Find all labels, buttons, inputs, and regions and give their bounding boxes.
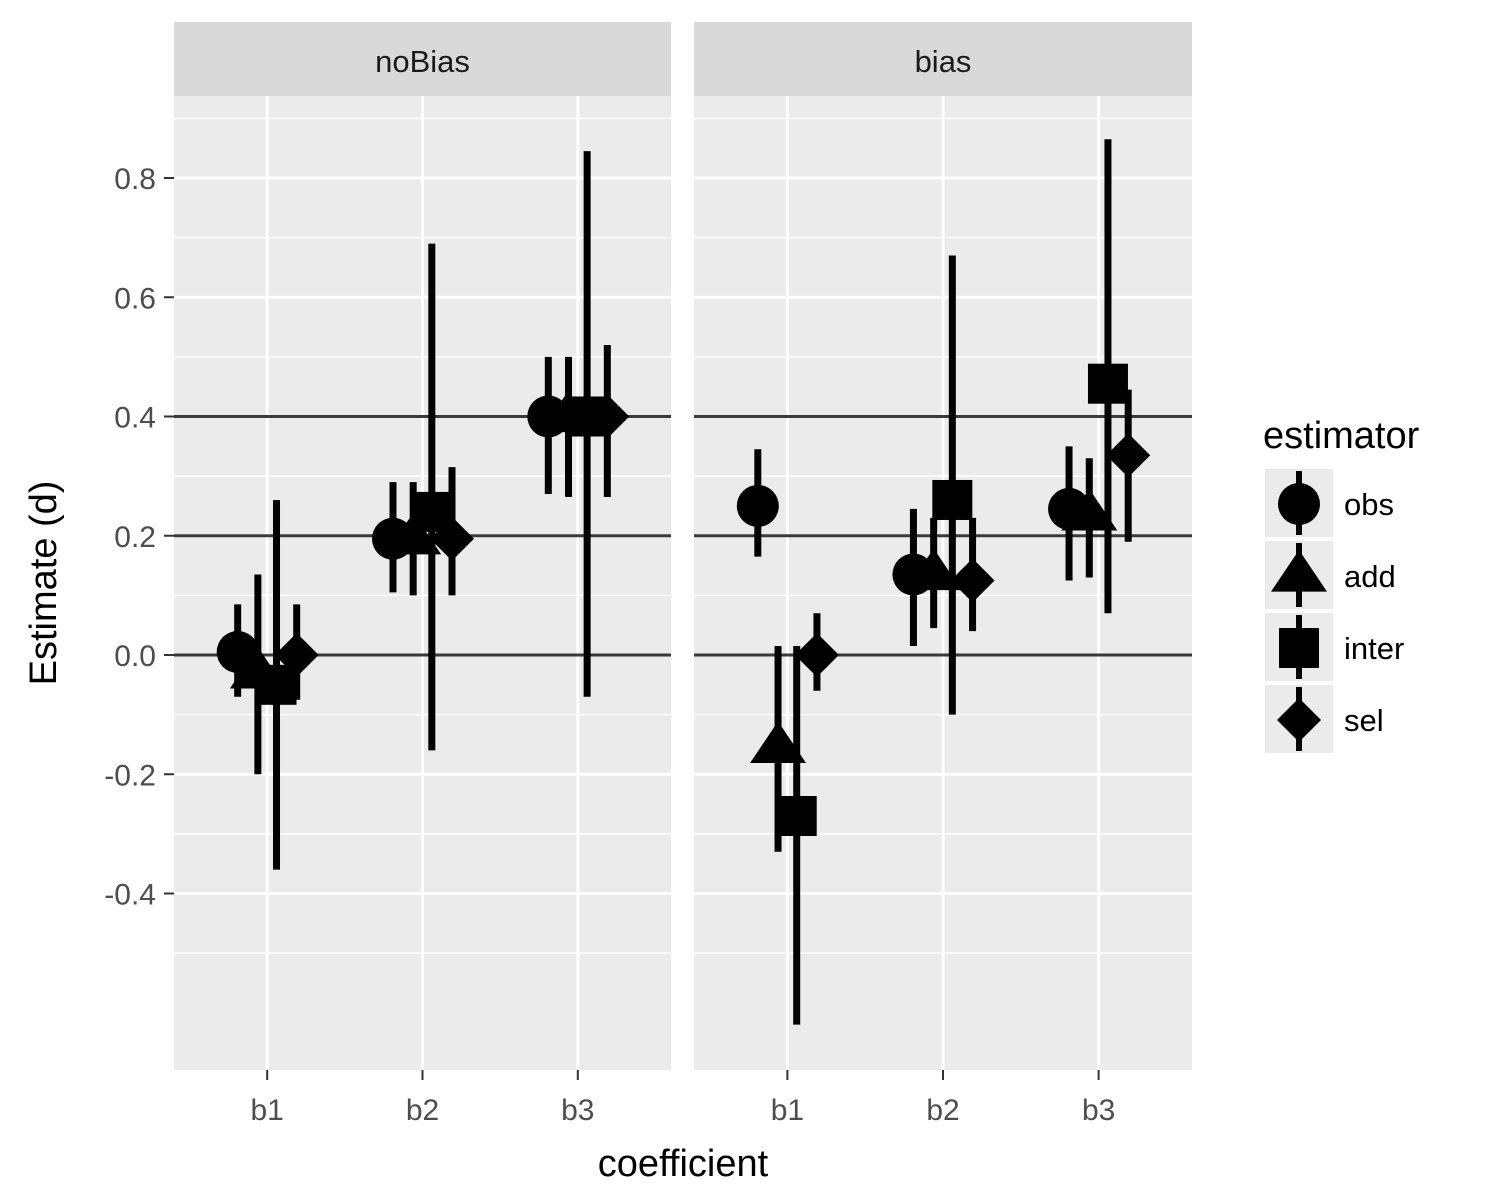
- x-tick-label: b3: [561, 1094, 594, 1127]
- facet-label: noBias: [375, 44, 470, 79]
- diamond-icon: [1277, 698, 1321, 742]
- legend-item-add: add: [1265, 541, 1396, 609]
- legend-item-inter: inter: [1265, 613, 1404, 681]
- x-tick-label: b2: [926, 1094, 959, 1127]
- point-sel: [430, 516, 475, 561]
- x-tick-label: b2: [406, 1094, 439, 1127]
- point-inter: [1087, 363, 1128, 404]
- y-axis: -0.4 -0.2 0.0 0.2 0.4 0.6 0.8: [104, 163, 174, 912]
- legend-label: sel: [1344, 703, 1384, 738]
- point-inter: [932, 479, 973, 520]
- y-tick-label: -0.4: [104, 879, 156, 912]
- triangle-icon: [1271, 550, 1327, 592]
- legend-label: inter: [1344, 631, 1404, 666]
- legend-title: estimator: [1263, 415, 1420, 457]
- point-add: [385, 512, 442, 555]
- y-tick-label: 0.0: [114, 640, 156, 673]
- x-axis-title: coefficient: [598, 1143, 769, 1185]
- facet-strip: [694, 22, 1192, 96]
- y-tick-label: 0.4: [114, 402, 156, 435]
- x-tick-label: b1: [251, 1094, 284, 1127]
- point-sel: [274, 633, 319, 677]
- square-icon: [1279, 628, 1319, 668]
- point-add: [905, 548, 962, 591]
- panel-noBias: noBias b1 b2 b3: [174, 22, 671, 1127]
- x-tick-label: b3: [1082, 1094, 1115, 1127]
- y-tick-label: -0.2: [104, 759, 156, 792]
- y-axis-title: Estimate (d): [23, 481, 65, 686]
- legend-label: obs: [1344, 487, 1394, 522]
- point-inter: [256, 664, 297, 705]
- legend-label: add: [1344, 559, 1396, 594]
- legend-item-obs: obs: [1265, 469, 1394, 537]
- y-tick-label: 0.6: [114, 282, 156, 315]
- circle-icon: [1278, 483, 1320, 525]
- legend-item-sel: sel: [1265, 685, 1384, 753]
- y-tick-label: 0.8: [114, 163, 156, 196]
- point-sel: [1106, 433, 1151, 478]
- point-inter: [776, 795, 817, 836]
- facet-label: bias: [915, 44, 972, 79]
- legend: estimator obs add inter sel: [1263, 415, 1420, 753]
- point-obs: [736, 484, 779, 527]
- x-tick-label: b1: [771, 1094, 804, 1127]
- point-sel: [585, 394, 630, 439]
- facet-strip: [174, 22, 671, 96]
- panels: noBias b1 b2 b3 bias b1 b2 b3: [174, 22, 1192, 1127]
- point-sel: [950, 558, 995, 603]
- point-add: [750, 721, 807, 764]
- point-sel: [794, 633, 839, 677]
- panel-bias: bias b1 b2 b3: [694, 22, 1192, 1127]
- y-tick-label: 0.2: [114, 521, 156, 554]
- point-add: [1061, 488, 1118, 531]
